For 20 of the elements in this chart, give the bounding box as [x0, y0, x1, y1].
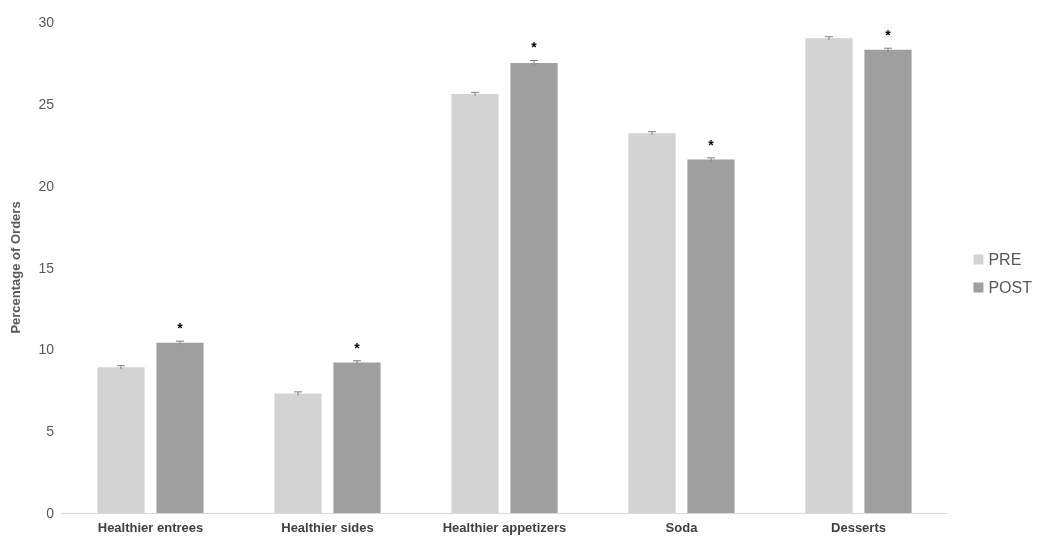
x-tick-label: Desserts [831, 520, 886, 535]
x-tick-label: Soda [665, 520, 699, 535]
legend-label: POST [988, 279, 1033, 296]
x-tick-label: Healthier sides [281, 520, 374, 535]
annotation: * [531, 39, 538, 56]
y-tick-label: 30 [38, 14, 55, 30]
y-axis-title: Percentage of Orders [8, 201, 23, 334]
y-tick-label: 20 [38, 177, 55, 194]
annotation: * [708, 136, 715, 153]
y-tick-label: 10 [38, 341, 55, 358]
legend-label: PRE [988, 251, 1022, 268]
annotation: * [177, 320, 184, 337]
y-tick-label: 25 [38, 95, 55, 112]
y-tick-label: 0 [46, 505, 55, 521]
x-tick-label: Healthier entrees [97, 520, 204, 535]
annotation: * [354, 339, 361, 356]
y-tick-label: 15 [38, 259, 55, 276]
x-tick-label: Healthier appetizers [442, 520, 567, 535]
annotation: * [885, 27, 892, 44]
y-tick-label: 5 [46, 423, 55, 440]
